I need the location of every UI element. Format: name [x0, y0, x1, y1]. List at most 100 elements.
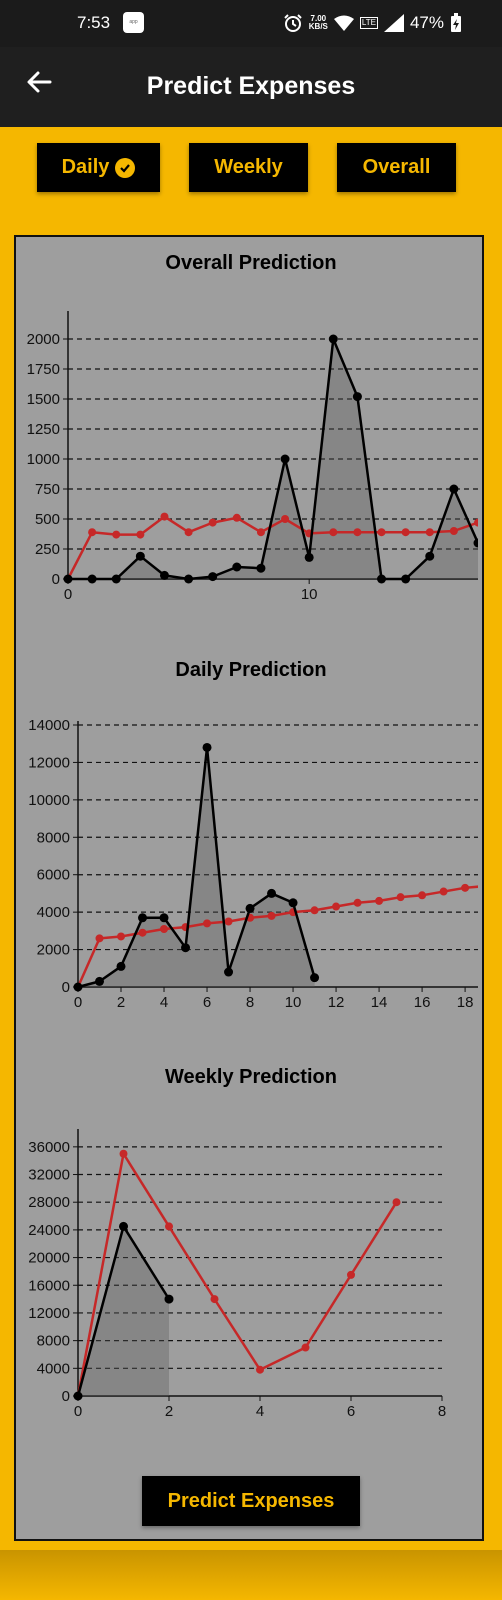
actual-data-point — [202, 742, 212, 752]
actual-data-point — [63, 574, 73, 584]
arrow-left-icon[interactable] — [24, 67, 54, 97]
status-icons: 7.00 KB/S LTE 47% — [283, 13, 462, 33]
actual-area-fill — [68, 339, 478, 579]
x-tick-label: 10 — [285, 994, 302, 1011]
actual-data-point — [87, 574, 97, 584]
actual-area-fill — [78, 747, 315, 987]
actual-data-point — [73, 982, 83, 992]
prediction-series-line — [66, 515, 478, 580]
tab-overall-label: Overall — [362, 156, 431, 178]
check-circle-icon — [115, 157, 136, 178]
actual-data-point — [159, 913, 169, 923]
y-tick-label: 0 — [52, 571, 60, 588]
y-tick-label: 1000 — [27, 451, 60, 468]
prediction-data-point — [347, 1270, 355, 1279]
status-bar: 7:53 app 7.00 KB/S LTE 47% — [0, 0, 502, 47]
prediction-data-point — [203, 919, 212, 928]
y-tick-label: 28000 — [28, 1194, 70, 1211]
battery-percent: 47% — [409, 13, 444, 32]
prediction-data-point — [138, 928, 147, 937]
actual-data-point — [119, 1221, 128, 1231]
plot-area — [73, 1149, 401, 1401]
x-tick-label: 8 — [438, 1403, 446, 1420]
y-tick-label: 32000 — [28, 1167, 70, 1184]
actual-data-point — [95, 976, 105, 986]
prediction-data-point — [353, 898, 362, 907]
x-tick-label: 8 — [246, 994, 254, 1011]
page-title: Predict Expenses — [146, 72, 356, 100]
y-tick-label: 1250 — [27, 421, 60, 438]
charts-panel: Overall Prediction 0 250 500 750 1000 1250 150… — [14, 235, 484, 1541]
x-tick-label: 18 — [457, 994, 474, 1011]
y-tick-label: 0 — [62, 1388, 70, 1405]
y-tick-label: 8000 — [37, 829, 70, 846]
actual-data-point — [401, 574, 411, 584]
actual-data-point — [425, 551, 435, 561]
prediction-data-point — [210, 1295, 219, 1304]
daily-chart-title: Daily Prediction — [175, 659, 327, 681]
network-speed: 7.00 KB/S — [308, 14, 328, 31]
y-tick-label: 750 — [35, 481, 60, 498]
prediction-data-point — [310, 906, 319, 915]
y-tick-label: 14000 — [28, 717, 70, 734]
x-tick-label: 2 — [165, 1403, 173, 1420]
x-tick-label: 14 — [371, 994, 388, 1011]
y-tick-label: 2000 — [37, 942, 70, 959]
y-tick-label: 10000 — [28, 792, 70, 809]
prediction-data-point — [208, 518, 217, 527]
y-tick-label: 24000 — [28, 1222, 70, 1239]
tab-weekly[interactable]: Weekly — [189, 143, 308, 192]
x-tick-label: 10 — [301, 586, 318, 603]
y-tick-label: 1500 — [27, 391, 60, 408]
daily-prediction-chart: 0 2000 4000 6000 8000 10000 12000 14000 0 2 4 6 8 10 1… — [28, 717, 478, 1011]
actual-series-line — [68, 337, 478, 581]
period-tabs: Daily Weekly Overall — [0, 143, 502, 194]
prediction-data-point — [281, 515, 290, 523]
y-tick-label: 8000 — [37, 1333, 70, 1350]
prediction-data-point — [392, 1198, 401, 1207]
actual-area-fill — [78, 1226, 169, 1396]
tab-weekly-label: Weekly — [214, 156, 283, 178]
actual-data-point — [245, 903, 255, 913]
x-tick-label: 0 — [74, 994, 82, 1011]
prediction-data-point — [396, 893, 405, 902]
prediction-data-point — [119, 1149, 128, 1158]
x-tick-label: 0 — [74, 1403, 82, 1420]
tab-overall[interactable]: Overall — [337, 143, 456, 192]
actual-data-point — [159, 570, 169, 580]
overall-chart-title: Overall Prediction — [165, 252, 337, 274]
prediction-data-point — [461, 883, 470, 892]
actual-data-point — [184, 574, 194, 584]
alarm-icon — [284, 14, 302, 32]
weekly-prediction-chart: 0 4000 8000 12000 16000 20000 24000 28000 32000 3… — [28, 1129, 446, 1420]
prediction-data-point — [256, 528, 265, 537]
prediction-data-point — [425, 528, 434, 537]
prediction-data-point — [160, 512, 169, 521]
x-tick-label: 0 — [64, 586, 72, 603]
y-tick-label: 2000 — [27, 331, 60, 348]
y-tick-label: 4000 — [37, 904, 70, 921]
actual-data-point — [473, 538, 478, 548]
actual-data-point — [232, 562, 242, 572]
prediction-data-point — [329, 528, 338, 537]
actual-data-point — [256, 563, 266, 573]
prediction-data-point — [267, 911, 276, 920]
actual-data-point — [116, 961, 126, 971]
y-tick-label: 4000 — [37, 1360, 70, 1377]
prediction-data-point — [95, 934, 104, 943]
tab-daily[interactable]: Daily — [37, 143, 160, 192]
actual-data-point — [73, 1391, 83, 1401]
y-tick-label: 16000 — [28, 1277, 70, 1294]
y-tick-label: 12000 — [28, 754, 70, 771]
status-time: 7:53 — [77, 13, 111, 32]
actual-data-point — [138, 913, 148, 923]
predict-expenses-button[interactable]: Predict Expenses — [142, 1476, 360, 1526]
plot-area — [73, 742, 478, 992]
prediction-data-point — [224, 917, 233, 926]
actual-data-point — [181, 943, 191, 953]
prediction-series-line — [76, 1152, 398, 1397]
y-tick-label: 250 — [35, 541, 60, 558]
x-tick-label: 6 — [203, 994, 211, 1011]
x-tick-label: 16 — [414, 994, 431, 1011]
y-tick-label: 12000 — [28, 1305, 70, 1322]
